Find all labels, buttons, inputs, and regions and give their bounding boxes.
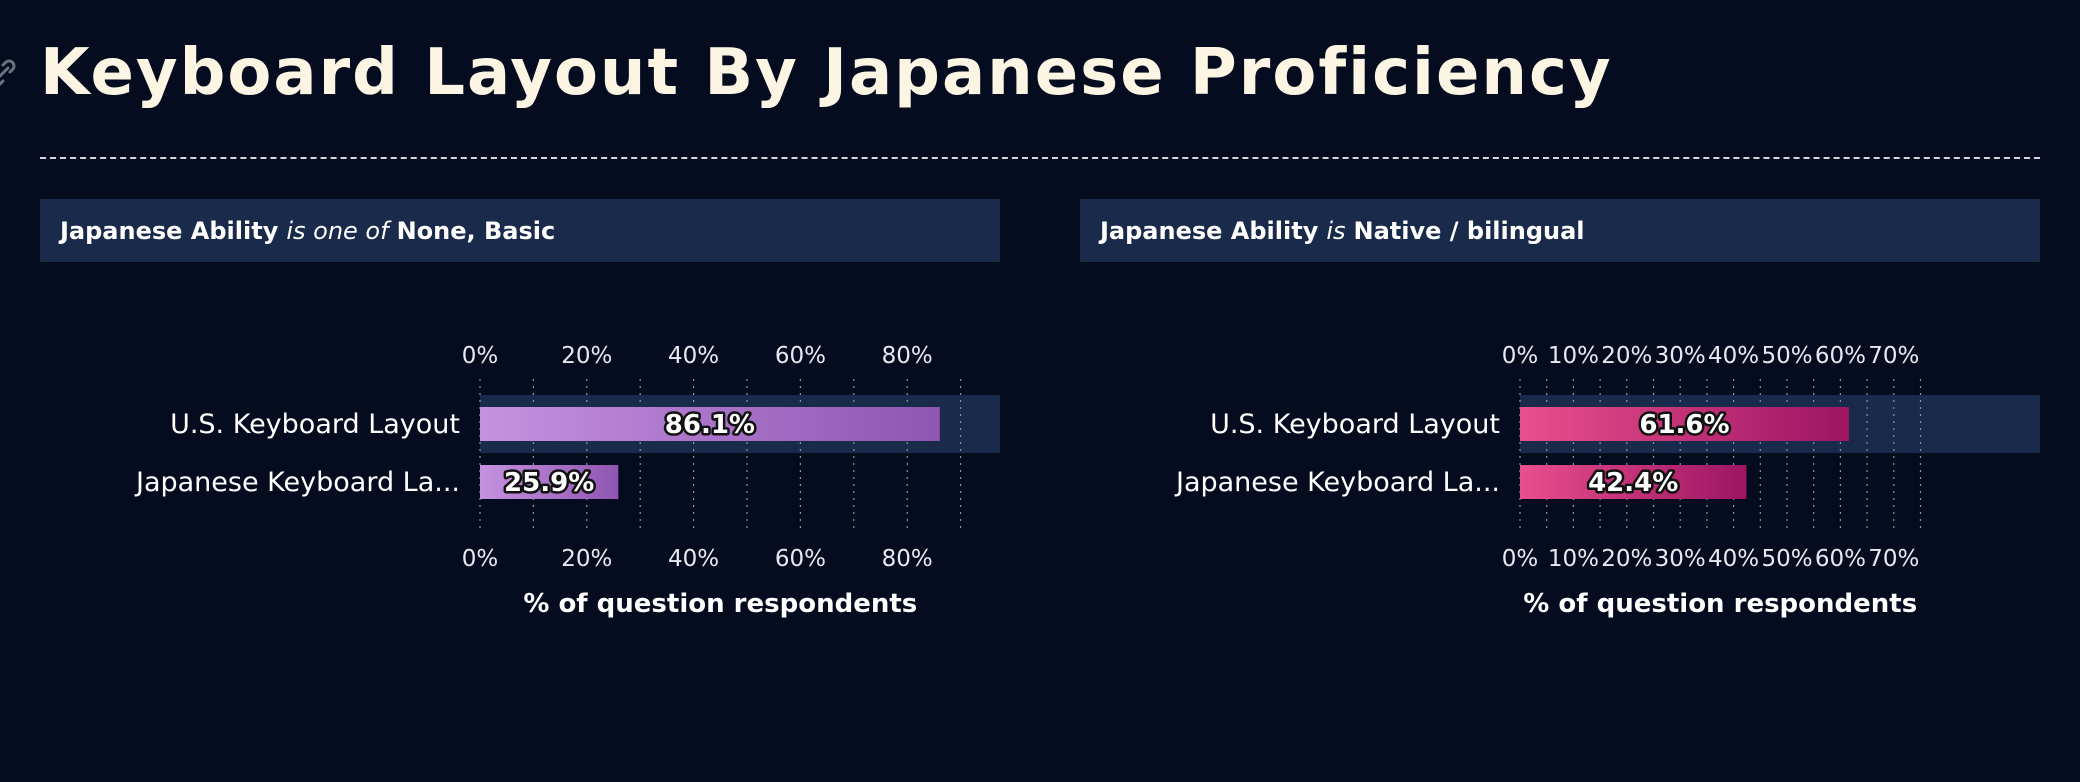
x-tick-label-top: 80% [882,343,933,369]
category-label: U.S. Keyboard Layout [1210,409,1500,440]
bar-value-label: 61.6% [1639,410,1729,440]
bar [480,407,940,441]
x-tick-label-bottom: 30% [1655,546,1706,572]
x-tick-label-bottom: 0% [1502,546,1539,572]
bar-chart-left: 0% 0% 20% 20% 40% 40% 60% 60% 80% 80% U.S. Keyboar… [134,343,1000,619]
filter-values: Native / bilingual [1353,216,1585,245]
x-tick-label-top: 50% [1761,343,1812,369]
bar [1520,465,1747,499]
x-tick-label-top: 0% [462,343,499,369]
x-tick-label-top: 70% [1868,343,1919,369]
filter-field: Japanese Ability [1100,216,1319,245]
x-tick-label-top: 20% [561,343,612,369]
x-tick-label-bottom: 60% [1815,546,1866,572]
chart-panel-right: Japanese Ability is Native / bilingual 0… [1080,199,2040,669]
x-tick-label-bottom: 20% [561,546,612,572]
category-label: Japanese Keyboard La... [1174,467,1500,498]
x-tick-label-bottom: 50% [1761,546,1812,572]
x-tick-label-top: 60% [775,343,826,369]
x-tick-label-top: 0% [1502,343,1539,369]
x-tick-label-top: 20% [1601,343,1652,369]
filter-operator: is [1326,216,1346,245]
category-label: Japanese Keyboard La... [134,467,460,498]
bar [480,465,619,499]
bar-value-label: 86.1% [665,410,755,440]
x-tick-label-bottom: 40% [1708,546,1759,572]
page-title: Keyboard Layout By Japanese Proficiency [40,36,1613,110]
x-axis-title: % of question respondents [1523,589,1917,619]
bar-value-label: 42.4% [1588,468,1678,498]
x-tick-label-bottom: 70% [1868,546,1919,572]
category-label: U.S. Keyboard Layout [170,409,460,440]
x-tick-label-bottom: 10% [1548,546,1599,572]
x-tick-label-bottom: 0% [462,546,499,572]
x-tick-label-bottom: 80% [882,546,933,572]
bar-value-label: 25.9% [504,468,594,498]
filter-operator: is one of [286,216,389,245]
x-tick-label-bottom: 20% [1601,546,1652,572]
bar-chart-right: 0%0%10%10%20%20%30%30%40%40%50%50%60%60%… [1174,343,2040,619]
x-tick-label-top: 40% [1708,343,1759,369]
x-tick-label-top: 30% [1655,343,1706,369]
filter-header-right: Japanese Ability is Native / bilingual [1080,199,2040,262]
x-tick-label-bottom: 40% [668,546,719,572]
chart-panel-left: Japanese Ability is one of None, Basic 0… [40,199,1000,669]
filter-values: None, Basic [396,216,556,245]
x-axis-title: % of question respondents [523,589,917,619]
filter-header-left: Japanese Ability is one of None, Basic [40,199,1000,262]
x-tick-label-top: 60% [1815,343,1866,369]
x-tick-label-top: 40% [668,343,719,369]
x-tick-label-top: 10% [1548,343,1599,369]
link-icon[interactable] [0,56,20,90]
filter-field: Japanese Ability [60,216,279,245]
bar [1520,407,1849,441]
title-divider [40,157,2040,159]
x-tick-label-bottom: 60% [775,546,826,572]
